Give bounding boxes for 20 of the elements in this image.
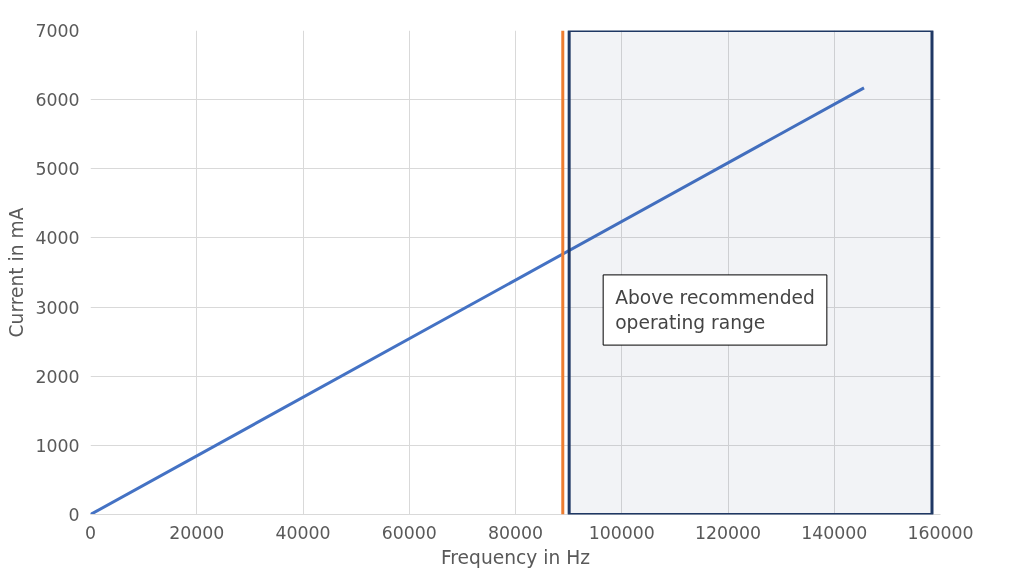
y-axis-title: Current in mA: [6, 207, 28, 338]
y-tick-label: 1000: [35, 435, 80, 456]
x-tick-label: 120000: [694, 522, 762, 543]
y-tick-label: 4000: [35, 228, 80, 249]
y-tick-label: 5000: [35, 159, 80, 180]
x-tick-label: 40000: [275, 522, 331, 543]
x-tick-label: 160000: [907, 522, 974, 543]
y-tick-label: 6000: [35, 90, 80, 111]
y-tick-label: 2000: [35, 366, 80, 387]
x-tick-label: 20000: [169, 522, 225, 543]
y-tick-label: 3000: [35, 297, 80, 318]
x-axis-title: Frequency in Hz: [440, 546, 591, 568]
x-tick-label: 140000: [801, 522, 868, 543]
x-tick-label: 0: [84, 522, 97, 543]
y-tick-label: 0: [68, 505, 80, 525]
annotation: Above recommended operating range: [615, 286, 815, 334]
x-tick-label: 80000: [487, 522, 544, 543]
y-tick-label: 7000: [35, 21, 80, 41]
x-tick-label: 100000: [588, 522, 655, 543]
x-tick-label: 60000: [381, 522, 437, 543]
